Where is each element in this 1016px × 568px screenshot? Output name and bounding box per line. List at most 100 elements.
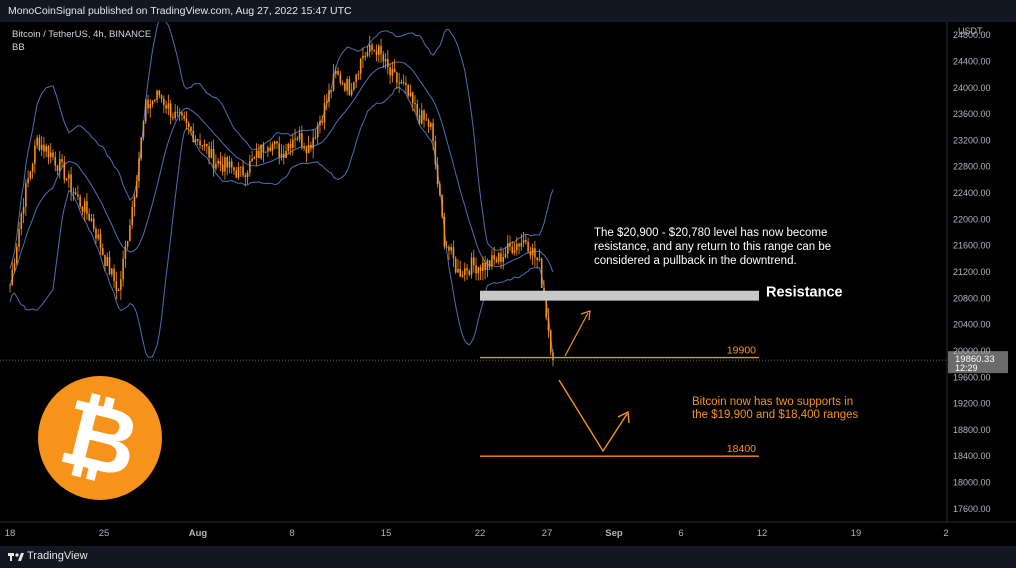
tradingview-logo-icon xyxy=(8,553,24,561)
candle-body xyxy=(154,99,156,102)
candle-body xyxy=(534,248,536,258)
candle-body xyxy=(387,58,389,68)
candle-body xyxy=(407,85,409,96)
candle-body xyxy=(314,137,317,139)
candle-body xyxy=(120,279,122,290)
y-tick-label: 18400.00 xyxy=(953,451,991,461)
resistance-note-line: The $20,900 - $20,780 level has now beco… xyxy=(594,227,827,239)
candle-body xyxy=(239,166,242,168)
candle-body xyxy=(99,234,102,249)
candle-body xyxy=(65,178,68,180)
candle-body xyxy=(174,111,176,119)
candle-body xyxy=(466,268,468,271)
candle-body xyxy=(27,178,29,184)
candle-body xyxy=(423,110,425,120)
candle-body xyxy=(210,149,213,158)
candle-body xyxy=(310,144,312,149)
candle-body xyxy=(436,164,439,185)
candle-body xyxy=(323,103,326,123)
candle-body xyxy=(185,118,188,124)
candle-body xyxy=(172,117,174,119)
bb-upper-band xyxy=(9,16,554,270)
candle-body xyxy=(325,101,328,104)
y-tick-label: 23200.00 xyxy=(953,135,991,145)
candle-body xyxy=(194,139,197,142)
candle-body xyxy=(477,267,480,274)
y-tick-label: 24000.00 xyxy=(953,83,991,93)
candle-body xyxy=(201,145,204,147)
candle-body xyxy=(95,228,97,239)
candle-body xyxy=(237,167,240,178)
support-label-18400: 18400 xyxy=(727,443,756,455)
candle-body xyxy=(9,285,11,287)
support-note-line: Bitcoin now has two supports in xyxy=(692,396,853,408)
candle-body xyxy=(212,149,215,169)
candle-body xyxy=(328,90,330,102)
candle-body xyxy=(337,70,339,75)
candle-body xyxy=(520,242,523,247)
candle-body xyxy=(445,246,448,248)
candle-body xyxy=(380,45,382,55)
y-tick-label: 20400.00 xyxy=(953,320,991,330)
candle-body xyxy=(129,225,131,241)
chart-area[interactable]: 19860.33 12:29 Resistance The $20,900 - $20… xyxy=(0,16,1016,546)
candle-body xyxy=(341,82,344,84)
candle-body xyxy=(133,196,136,208)
candle-body xyxy=(49,152,52,158)
pullback-arrow xyxy=(564,312,589,357)
resistance-note-line: considered a pullback in the downtrend. xyxy=(594,255,797,267)
candle-body xyxy=(54,157,57,166)
candle-body xyxy=(115,281,118,291)
candle-body xyxy=(513,250,516,253)
candle-body xyxy=(196,139,199,141)
bar-countdown: 12:29 xyxy=(955,363,978,373)
candle-body xyxy=(319,121,321,126)
candle-body xyxy=(488,260,491,267)
candle-body xyxy=(420,110,423,124)
x-tick-label: 25 xyxy=(99,528,110,539)
y-tick-label: 18800.00 xyxy=(953,425,991,435)
candle-body xyxy=(206,143,208,147)
x-tick-label: 12 xyxy=(757,528,768,539)
candle-body xyxy=(527,242,529,252)
x-tick-label: 22 xyxy=(475,528,486,539)
candle-body xyxy=(167,103,170,109)
candle-body xyxy=(377,45,380,55)
candle-body xyxy=(142,121,145,138)
candle-body xyxy=(364,55,367,57)
candle-body xyxy=(373,50,376,52)
candle-body xyxy=(269,147,271,151)
candle-body xyxy=(389,67,391,76)
candle-body xyxy=(493,255,495,260)
candle-body xyxy=(233,167,235,171)
candle-body xyxy=(303,146,305,149)
candle-body xyxy=(235,170,238,178)
candle-body xyxy=(135,181,138,197)
candle-body xyxy=(366,52,369,56)
y-tick-label: 21600.00 xyxy=(953,241,991,251)
y-tick-label: 19200.00 xyxy=(953,399,991,409)
current-price-tag xyxy=(948,351,1008,374)
candle-body xyxy=(441,195,443,217)
candle-body xyxy=(101,248,104,255)
candle-body xyxy=(86,201,88,214)
candle-body xyxy=(224,157,226,172)
y-tick-label: 17600.00 xyxy=(953,504,991,514)
candle-body xyxy=(321,121,324,123)
candle-body xyxy=(187,123,190,128)
candle-body xyxy=(36,137,38,146)
candle-body xyxy=(258,150,260,159)
candle-body xyxy=(470,257,473,275)
symbol-title: Bitcoin / TetherUS, 4h, BINANCE xyxy=(12,29,152,40)
candle-body xyxy=(264,151,267,153)
candle-body xyxy=(393,68,396,73)
tradingview-brand[interactable]: TradingView xyxy=(27,550,88,562)
candle-body xyxy=(545,298,548,318)
candle-body xyxy=(68,174,70,179)
candle-body xyxy=(292,139,294,148)
candle-body xyxy=(339,74,342,83)
candle-body xyxy=(226,157,228,168)
candle-body xyxy=(38,137,41,150)
candle-body xyxy=(294,138,296,140)
